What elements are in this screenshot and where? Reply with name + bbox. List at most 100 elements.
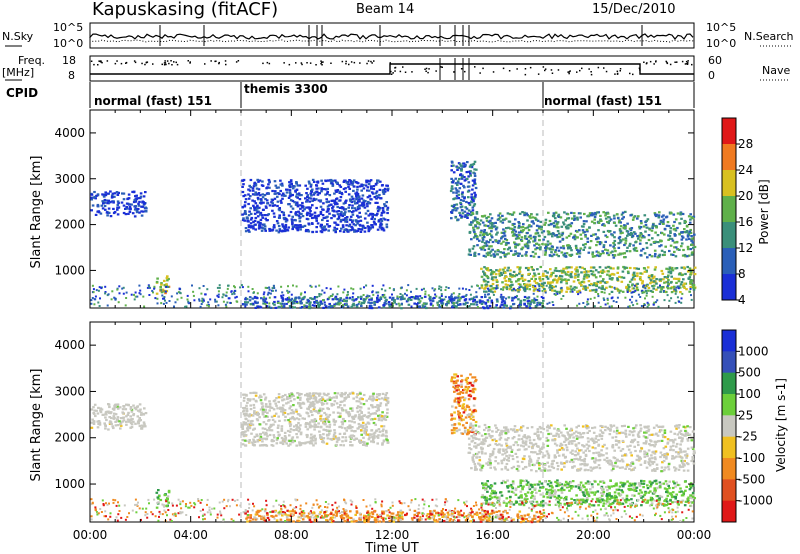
- echo-cell: [311, 230, 315, 234]
- echo-cell: [319, 210, 323, 214]
- echo-cell: [535, 246, 539, 249]
- echo-cell: [355, 298, 358, 300]
- echo-cell: [640, 222, 643, 225]
- echo-cell: [544, 218, 548, 221]
- echo-cell: [688, 230, 692, 233]
- echo-cell: [344, 211, 347, 214]
- echo-cell: [292, 394, 295, 397]
- echo-cell: [535, 213, 539, 216]
- echo-cell: [612, 245, 615, 248]
- echo-cell: [299, 406, 303, 409]
- echo-cell: [309, 197, 312, 200]
- echo-cell: [662, 290, 665, 292]
- echo-cell: [308, 182, 311, 185]
- echo-cell: [338, 299, 341, 302]
- echo-cell: [521, 230, 524, 233]
- echo-cell: [384, 393, 388, 396]
- echo-cell: [333, 429, 336, 432]
- echo-cell: [568, 274, 571, 277]
- echo-cell: [621, 217, 624, 220]
- echo-cell: [347, 193, 351, 196]
- echo-cell: [555, 234, 559, 237]
- echo-cell: [475, 168, 478, 171]
- echo-cell: [419, 295, 422, 298]
- echo-cell: [593, 218, 596, 221]
- echo-scatter: [90, 160, 697, 310]
- echo-cell: [366, 294, 369, 297]
- echo-cell: [330, 295, 333, 297]
- echo-cell: [528, 283, 532, 286]
- echo-cell: [306, 195, 309, 199]
- echo-cell: [333, 305, 336, 307]
- echo-cell: [139, 408, 142, 411]
- echo-cell: [201, 300, 204, 303]
- echo-cell: [512, 253, 515, 256]
- echo-cell: [514, 253, 517, 256]
- echo-cell: [144, 210, 147, 213]
- echo-cell: [665, 267, 668, 270]
- echo-cell: [115, 420, 119, 423]
- echo-cell: [380, 416, 383, 419]
- echo-cell: [204, 293, 207, 296]
- echo-cell: [599, 305, 602, 308]
- echo-cell: [153, 287, 156, 290]
- echo-cell: [622, 216, 625, 219]
- echo-cell: [268, 204, 272, 207]
- echo-cell: [549, 268, 552, 271]
- echo-cell: [318, 293, 321, 295]
- echo-cell: [338, 303, 341, 306]
- echo-cell: [275, 229, 278, 232]
- echo-cell: [138, 424, 142, 428]
- echo-cell: [670, 291, 674, 294]
- echo-cell: [134, 291, 137, 294]
- echo-cell: [486, 277, 490, 280]
- echo-cell: [323, 188, 326, 191]
- echo-cell: [690, 235, 693, 238]
- echo-cell: [476, 306, 479, 308]
- echo-cell: [641, 289, 644, 292]
- echo-cell: [510, 227, 514, 230]
- echo-cell: [450, 185, 454, 188]
- echo-cell: [532, 292, 535, 295]
- echo-cell: [352, 435, 356, 438]
- echo-cell: [345, 218, 348, 221]
- echo-cell: [532, 222, 535, 225]
- echo-cell: [476, 244, 479, 247]
- echo-cell: [536, 268, 539, 271]
- echo-cell: [125, 207, 129, 210]
- echo-cell: [265, 192, 269, 195]
- echo-cell: [555, 226, 559, 229]
- echo-cell: [293, 306, 296, 309]
- echo-cell: [526, 226, 530, 229]
- echo-cell: [555, 253, 559, 256]
- echo-cell: [263, 291, 266, 294]
- echo-cell: [536, 231, 540, 235]
- echo-cell: [440, 289, 443, 292]
- echo-cell: [370, 305, 373, 307]
- echo-cell: [495, 298, 499, 301]
- echo-cell: [337, 210, 340, 213]
- echo-cell: [468, 298, 472, 301]
- echo-cell: [233, 291, 235, 294]
- echo-cell: [321, 402, 324, 405]
- echo-cell: [299, 207, 302, 210]
- echo-cell: [377, 409, 380, 412]
- echo-cell: [382, 211, 386, 214]
- echo-cell: [520, 254, 524, 257]
- echo-cell: [348, 424, 352, 427]
- echo-cell: [184, 305, 187, 308]
- echo-cell: [636, 217, 639, 220]
- echo-cell: [385, 392, 389, 395]
- echo-cell: [341, 207, 344, 210]
- echo-cell: [461, 287, 464, 290]
- echo-cell: [295, 410, 298, 413]
- echo-cell: [134, 422, 137, 425]
- echo-cell: [332, 229, 336, 232]
- echo-cell: [677, 287, 680, 290]
- echo-cell: [400, 302, 403, 305]
- echo-cell: [682, 231, 686, 234]
- echo-cell: [463, 303, 467, 306]
- nave-point: [345, 62, 347, 65]
- echo-cell: [284, 393, 287, 397]
- echo-cell: [324, 428, 328, 432]
